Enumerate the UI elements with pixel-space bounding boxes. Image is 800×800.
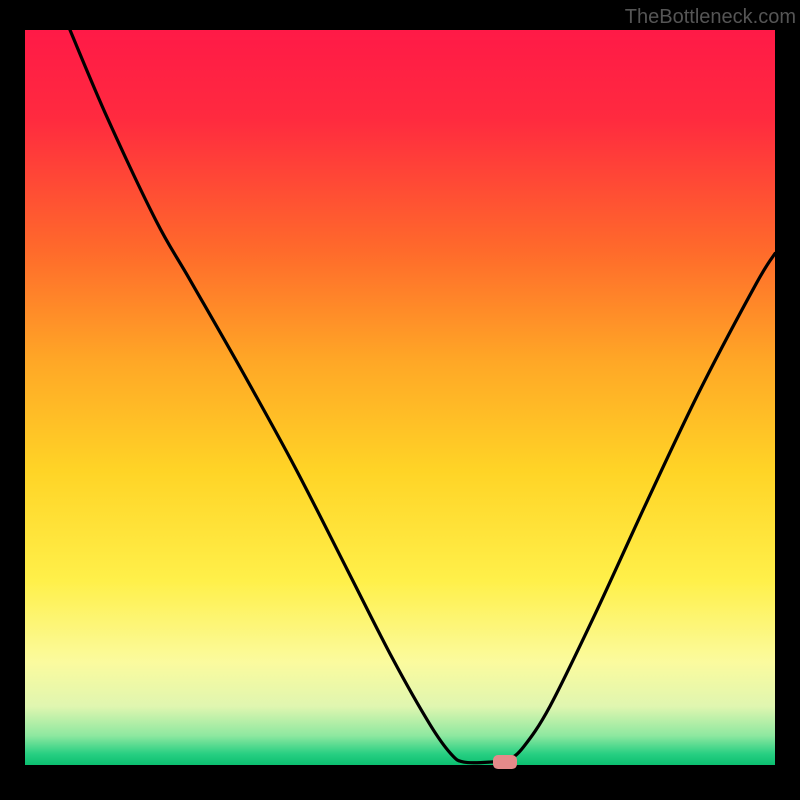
bottleneck-chart [0,0,800,800]
chart-container: TheBottleneck.com [0,0,800,800]
chart-gradient-bg [25,30,775,765]
optimal-marker [493,755,517,769]
watermark-text: TheBottleneck.com [625,6,796,29]
